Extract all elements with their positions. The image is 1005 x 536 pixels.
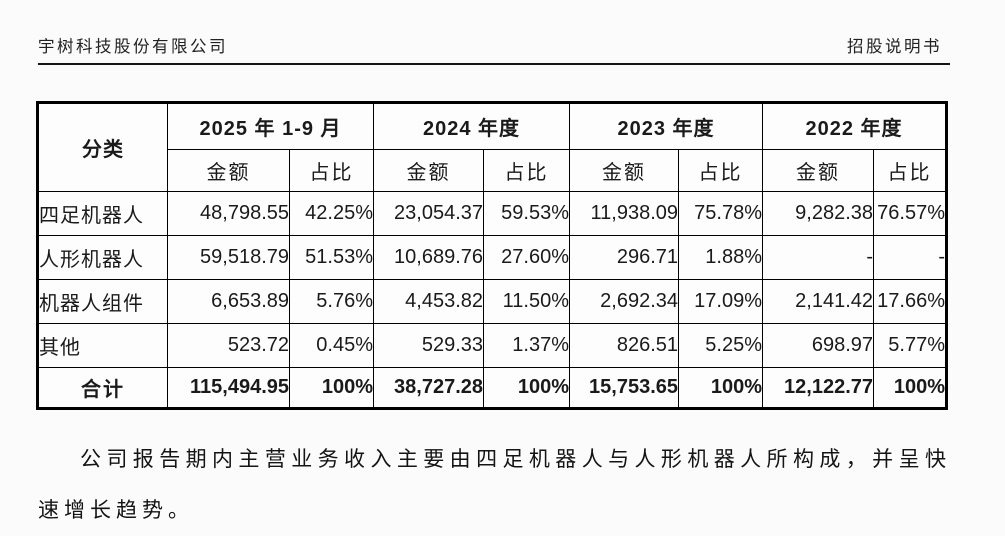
header-divider [38,63,950,65]
ratio-cell: 5.76% [288,279,375,324]
period-header-2023: 2023 年度 [569,102,764,150]
amount-cell: 2,141.42 [762,279,875,324]
total-ratio-cell: 100% [873,367,948,409]
ratio-cell: 1.37% [483,323,571,368]
amount-cell: 698.97 [762,323,875,368]
ratio-cell: 17.66% [873,279,948,324]
ratio-cell: 17.09% [678,279,764,324]
ratio-cell: 11.50% [483,279,571,324]
category-cell: 四足机器人 [37,191,168,236]
ratio-cell: 42.25% [288,191,375,236]
amount-cell: 23,054.37 [373,191,485,236]
body-paragraph: 公司报告期内主营业务收入主要由四足机器人与人形机器人所构成，并呈快速增长趋势。 [38,448,951,522]
amount-cell: - [762,235,875,280]
table-row-humanoid: 人形机器人 59,518.79 51.53% 10,689.76 27.60% … [37,235,948,280]
amount-cell: 59,518.79 [167,235,290,280]
amount-header: 金额 [373,149,485,192]
ratio-cell: 51.53% [288,235,375,280]
period-header-2022: 2022 年度 [762,102,948,150]
ratio-cell: - [873,235,948,280]
amount-cell: 10,689.76 [373,235,485,280]
ratio-cell: 5.25% [678,323,764,368]
table-header-periods: 分类 2025 年 1-9 月 2024 年度 2023 年度 2022 年度 [37,102,948,192]
category-cell: 机器人组件 [37,279,168,324]
ratio-cell: 27.60% [483,235,571,280]
amount-header: 金额 [762,149,875,192]
total-ratio-cell: 100% [678,367,764,409]
page-header: 宇树科技股份有限公司 招股说明书 [38,0,950,57]
category-cell: 其他 [37,323,168,368]
amount-cell: 6,653.89 [167,279,290,324]
ratio-cell: 76.57% [873,191,948,236]
ratio-cell: 1.88% [678,235,764,280]
ratio-header: 占比 [678,149,764,192]
period-header-2025: 2025 年 1-9 月 [166,102,375,150]
ratio-cell: 59.53% [483,191,571,236]
ratio-header: 占比 [873,149,948,192]
amount-cell: 9,282.38 [762,191,875,236]
amount-cell: 48,798.55 [167,191,290,236]
table-row-quadruped: 四足机器人 48,798.55 42.25% 23,054.37 59.53% … [37,191,948,236]
amount-cell: 296.71 [569,235,680,280]
amount-cell: 523.72 [167,323,290,368]
ratio-cell: 0.45% [288,323,375,368]
amount-cell: 826.51 [569,323,680,368]
table-row-total: 合计 115,494.95 100% 38,727.28 100% 15,753… [37,367,948,409]
category-column-header: 分类 [37,102,168,192]
amount-cell: 529.33 [373,323,485,368]
total-ratio-cell: 100% [288,367,375,409]
amount-header: 金额 [167,149,290,192]
total-amount-cell: 12,122.77 [762,367,875,409]
total-amount-cell: 115,494.95 [167,367,290,409]
ratio-cell: 75.78% [678,191,764,236]
amount-cell: 2,692.34 [569,279,680,324]
total-amount-cell: 38,727.28 [373,367,485,409]
category-cell: 人形机器人 [37,235,168,280]
amount-header: 金额 [569,149,680,192]
total-ratio-cell: 100% [483,367,571,409]
ratio-header: 占比 [288,149,375,192]
ratio-header: 占比 [483,149,571,192]
doc-type-label: 招股说明书 [847,38,942,56]
company-name: 宇树科技股份有限公司 [38,38,228,56]
amount-cell: 11,938.09 [569,191,680,236]
amount-cell: 4,453.82 [373,279,485,324]
total-amount-cell: 15,753.65 [569,367,680,409]
table-row-other: 其他 523.72 0.45% 529.33 1.37% 826.51 5.25… [37,323,948,368]
table-header-measures: 金额 占比 金额 占比 金额 占比 金额 占比 [38,149,948,192]
period-header-2024: 2024 年度 [373,102,571,150]
total-label-cell: 合计 [37,367,168,409]
table-row-components: 机器人组件 6,653.89 5.76% 4,453.82 11.50% 2,6… [37,279,948,324]
ratio-cell: 5.77% [873,323,948,368]
revenue-breakdown-table: 分类 2025 年 1-9 月 2024 年度 2023 年度 2022 年度 … [36,101,949,410]
